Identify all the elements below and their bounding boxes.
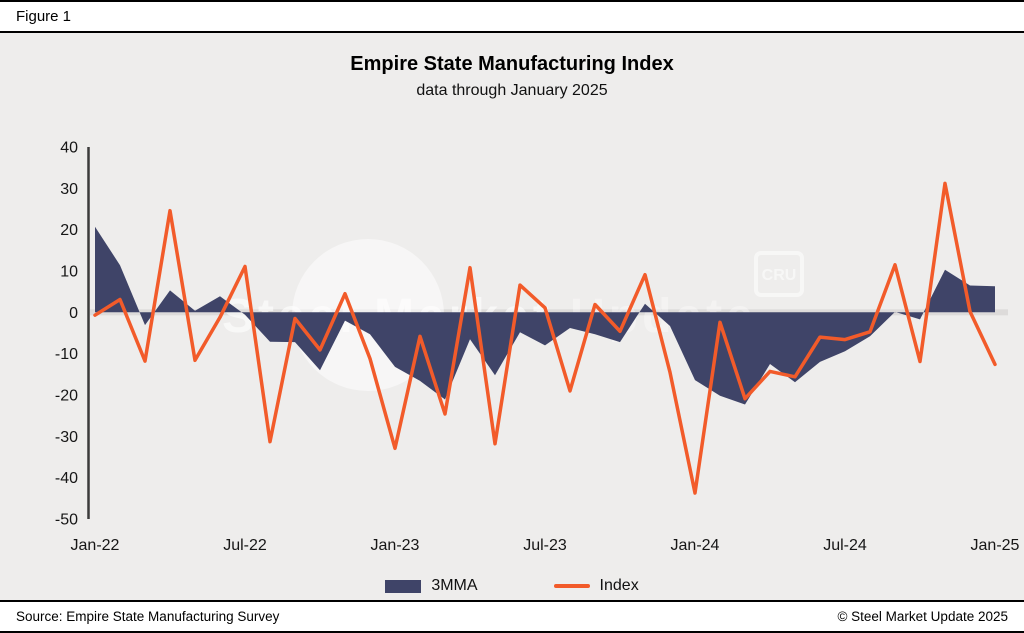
cru-badge-text: CRU <box>762 267 797 284</box>
plot-area: Steel Market UpdateCRU403020100-10-20-30… <box>0 103 1024 575</box>
x-tick-label: Jan-25 <box>971 537 1020 554</box>
x-tick-label: Jan-24 <box>671 537 720 554</box>
x-tick-label: Jul-22 <box>223 537 267 554</box>
chart-canvas: Steel Market UpdateCRU403020100-10-20-30… <box>55 140 1020 555</box>
figure-label: Figure 1 <box>16 8 72 25</box>
index-line-series <box>93 181 997 495</box>
y-tick-label: 10 <box>60 264 78 281</box>
y-tick-label: -40 <box>55 470 78 487</box>
x-tick-label: Jul-24 <box>823 537 867 554</box>
x-tick-label: Jan-23 <box>371 537 420 554</box>
x-tick-label: Jan-22 <box>71 537 120 554</box>
legend-label-index: Index <box>599 577 639 594</box>
chart-subtitle: data through January 2025 <box>416 82 608 99</box>
figure-footer: Source: Empire State Manufacturing Surve… <box>0 600 1024 631</box>
y-tick-label: -10 <box>55 346 78 363</box>
y-tick-label: -20 <box>55 388 78 405</box>
legend-swatch-3mma <box>385 579 422 593</box>
legend-label-3mma: 3MMA <box>431 577 478 594</box>
y-tick-label: 0 <box>69 305 78 322</box>
chart-section: Empire State Manufacturing Index data th… <box>0 33 1024 600</box>
y-tick-label: -30 <box>55 429 78 446</box>
legend-swatch-index <box>553 584 590 588</box>
legend-item-3mma: 3MMA <box>385 577 478 595</box>
copyright-text: © Steel Market Update 2025 <box>837 609 1008 624</box>
legend: 3MMA Index <box>0 575 1024 597</box>
x-tick-label: Jul-23 <box>523 537 567 554</box>
y-tick-label: -50 <box>55 512 78 529</box>
figure-header: Figure 1 <box>0 2 1024 33</box>
legend-item-index: Index <box>553 577 639 595</box>
y-tick-label: 30 <box>60 181 78 198</box>
cru-badge <box>754 251 804 297</box>
mma-area-series <box>95 226 995 405</box>
y-tick-label: 20 <box>60 222 78 239</box>
y-tick-label: 40 <box>60 140 78 157</box>
source-text: Source: Empire State Manufacturing Surve… <box>16 609 280 624</box>
chart-title: Empire State Manufacturing Index <box>350 53 674 75</box>
